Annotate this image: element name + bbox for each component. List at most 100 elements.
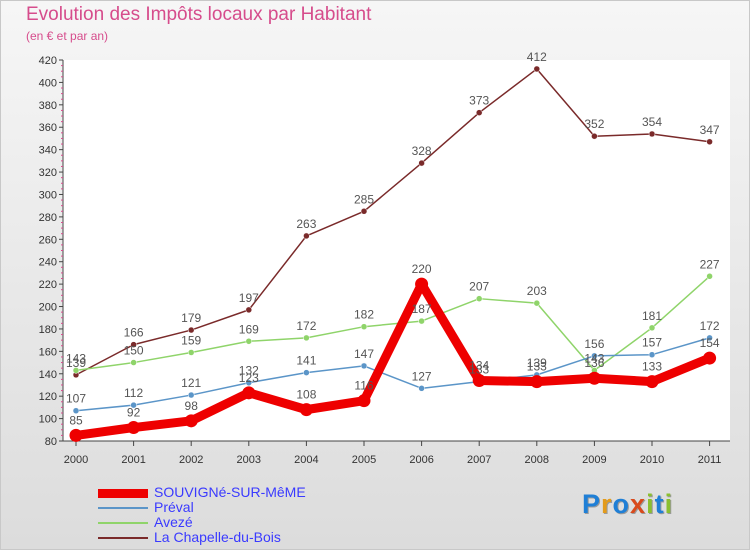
- data-label-0: 220: [412, 262, 432, 276]
- series-point-2: [187, 349, 195, 356]
- data-label-1: 157: [642, 336, 662, 350]
- data-label-0: 116: [354, 379, 373, 393]
- data-label-0: 123: [239, 371, 259, 385]
- data-label-3: 285: [354, 192, 374, 206]
- x-tick-label: 2001: [121, 454, 145, 466]
- series-point-3: [533, 65, 541, 73]
- x-tick-label: 2005: [352, 454, 376, 466]
- x-tick-label: 2000: [64, 454, 88, 466]
- series-point-3: [475, 109, 483, 116]
- data-label-3: 263: [296, 217, 316, 231]
- data-label-0: 85: [69, 413, 83, 427]
- y-tick-label: 340: [39, 145, 57, 157]
- data-label-2: 227: [700, 257, 720, 271]
- legend-swatch: [98, 537, 148, 539]
- x-tick-label: 2004: [294, 454, 318, 466]
- y-tick-label: 380: [39, 100, 57, 112]
- series-point-3: [303, 232, 310, 240]
- series-point-2: [418, 317, 425, 325]
- data-label-3: 166: [124, 326, 144, 340]
- data-label-2: 182: [354, 308, 374, 322]
- legend-swatch: [98, 507, 148, 509]
- series-point-2: [130, 359, 137, 366]
- data-label-2: 187: [412, 302, 432, 316]
- data-label-0: 154: [700, 336, 720, 350]
- chart-subtitle: (en € et par an): [26, 29, 109, 43]
- series-point-3: [360, 208, 368, 215]
- y-tick-label: 320: [39, 167, 57, 179]
- legend-swatch: [98, 489, 148, 498]
- logo-letter: i: [646, 489, 655, 519]
- series-point-3: [591, 132, 598, 140]
- logo-letter: r: [601, 489, 613, 519]
- series-point-2: [303, 334, 310, 342]
- y-tick-label: 260: [39, 234, 57, 246]
- data-label-1: 139: [527, 356, 547, 370]
- series-line-1: [75, 337, 711, 412]
- series-point-2: [706, 273, 713, 280]
- x-tick-label: 2010: [640, 454, 664, 466]
- series-line-2: [75, 275, 711, 372]
- data-label-2: 203: [527, 284, 547, 298]
- y-tick-label: 100: [39, 414, 57, 426]
- data-label-2: 181: [642, 309, 662, 323]
- logo-letter: o: [612, 489, 631, 519]
- data-label-3: 412: [527, 50, 547, 64]
- series-point-2: [360, 323, 368, 330]
- y-tick-label: 80: [45, 436, 57, 448]
- data-label-0: 134: [469, 358, 489, 372]
- series-point-1: [245, 379, 253, 386]
- series-point-0: [530, 375, 544, 389]
- series-point-3: [706, 138, 713, 146]
- series-point-0: [415, 277, 429, 291]
- data-label-2: 143: [584, 351, 604, 365]
- series-point-0: [587, 371, 601, 385]
- series-point-2: [72, 367, 80, 374]
- legend-item: Avezé: [98, 514, 398, 531]
- series-point-2: [245, 338, 253, 345]
- data-label-0: 98: [185, 399, 199, 413]
- series-point-3: [245, 306, 253, 314]
- y-tick-label: 300: [39, 189, 57, 201]
- data-label-0: 92: [127, 406, 141, 420]
- y-tick-label: 180: [39, 324, 57, 336]
- series-point-0: [69, 428, 83, 442]
- data-label-1: 133: [469, 363, 489, 377]
- series-point-1: [706, 334, 713, 342]
- y-tick-label: 120: [39, 391, 57, 403]
- data-label-1: 132: [239, 364, 259, 378]
- series-line-3: [75, 68, 711, 376]
- data-label-2: 207: [469, 280, 489, 294]
- legend-swatch: [98, 522, 148, 524]
- legend-item: SOUVIGNé-SUR-MêME: [98, 484, 398, 501]
- series-point-1: [360, 362, 368, 370]
- data-label-1: 107: [66, 392, 86, 406]
- y-tick-label: 140: [39, 369, 57, 381]
- series-point-3: [187, 326, 195, 334]
- series-point-0: [184, 414, 198, 428]
- data-label-3: 139: [66, 356, 86, 370]
- logo-letter: t: [654, 489, 665, 519]
- legend-label: Avezé: [154, 514, 193, 530]
- y-tick-label: 360: [39, 122, 57, 134]
- data-label-1: 112: [124, 386, 143, 400]
- data-label-2: 169: [239, 322, 259, 336]
- x-tick-label: 2002: [179, 454, 203, 466]
- x-tick-label: 2011: [698, 454, 722, 466]
- chart-title: Evolution des Impôts locaux par Habitant: [26, 4, 372, 25]
- legend-label: La Chapelle-du-Bois: [154, 529, 281, 545]
- data-label-3: 347: [700, 123, 720, 137]
- data-label-0: 133: [642, 360, 662, 374]
- series-point-0: [703, 351, 717, 365]
- data-label-0: 108: [296, 388, 316, 402]
- series-point-2: [475, 295, 483, 302]
- data-label-3: 354: [642, 115, 662, 129]
- x-tick-label: 2009: [582, 454, 606, 466]
- data-label-3: 373: [469, 94, 489, 108]
- series-point-2: [648, 324, 656, 332]
- legend-item: La Chapelle-du-Bois: [98, 529, 398, 546]
- y-tick-label: 200: [39, 302, 57, 314]
- series-point-1: [418, 385, 425, 392]
- x-tick-label: 2006: [409, 454, 433, 466]
